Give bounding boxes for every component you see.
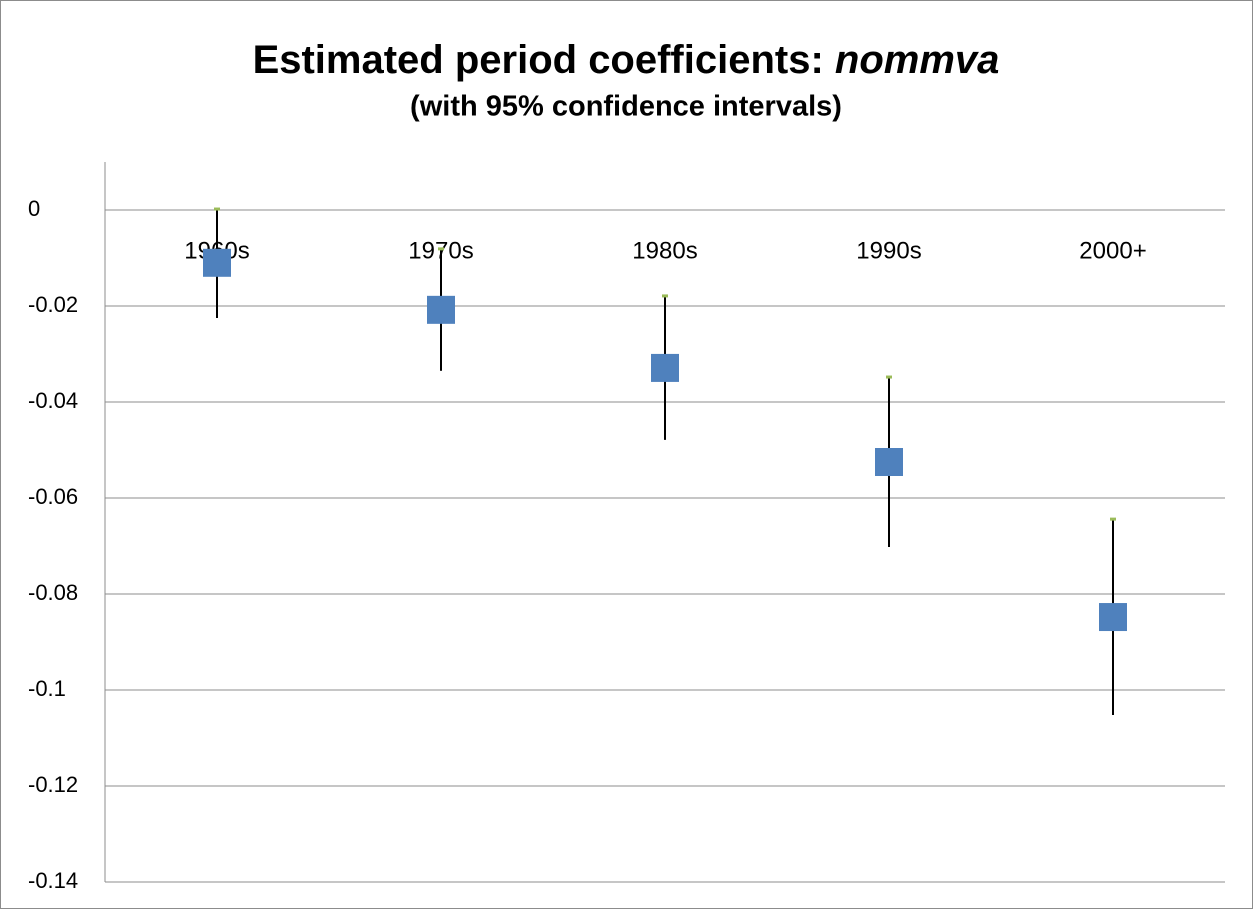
point-marker bbox=[203, 248, 231, 277]
error-cap bbox=[1110, 517, 1116, 521]
chart-title: Estimated period coefficients: nommva bbox=[253, 38, 1000, 82]
x-tick-label: 2000+ bbox=[1079, 237, 1146, 264]
title-main: Estimated period coefficients: bbox=[253, 38, 824, 82]
error-cap bbox=[438, 247, 444, 251]
point-marker bbox=[427, 295, 455, 324]
x-tick-label: 1980s bbox=[632, 237, 697, 264]
y-tick-label: -0.02 bbox=[28, 292, 78, 317]
y-tick-label: -0.06 bbox=[28, 484, 78, 509]
x-tick-label: 1990s bbox=[856, 237, 921, 264]
error-cap bbox=[886, 375, 892, 379]
chart-subtitle: (with 95% confidence intervals) bbox=[410, 91, 842, 123]
point-marker bbox=[651, 353, 679, 382]
y-tick-label: -0.14 bbox=[28, 868, 78, 893]
y-tick-label: -0.04 bbox=[28, 388, 78, 413]
title-emphasis: nommva bbox=[835, 38, 1000, 82]
y-tick-label: -0.1 bbox=[28, 676, 66, 701]
point-marker bbox=[875, 448, 903, 476]
point-marker bbox=[1099, 603, 1127, 632]
error-cap bbox=[662, 294, 668, 298]
y-tick-label: 0 bbox=[28, 196, 40, 221]
error-cap bbox=[214, 207, 220, 211]
y-tick-label: -0.08 bbox=[28, 580, 78, 605]
y-tick-label: -0.12 bbox=[28, 772, 78, 797]
